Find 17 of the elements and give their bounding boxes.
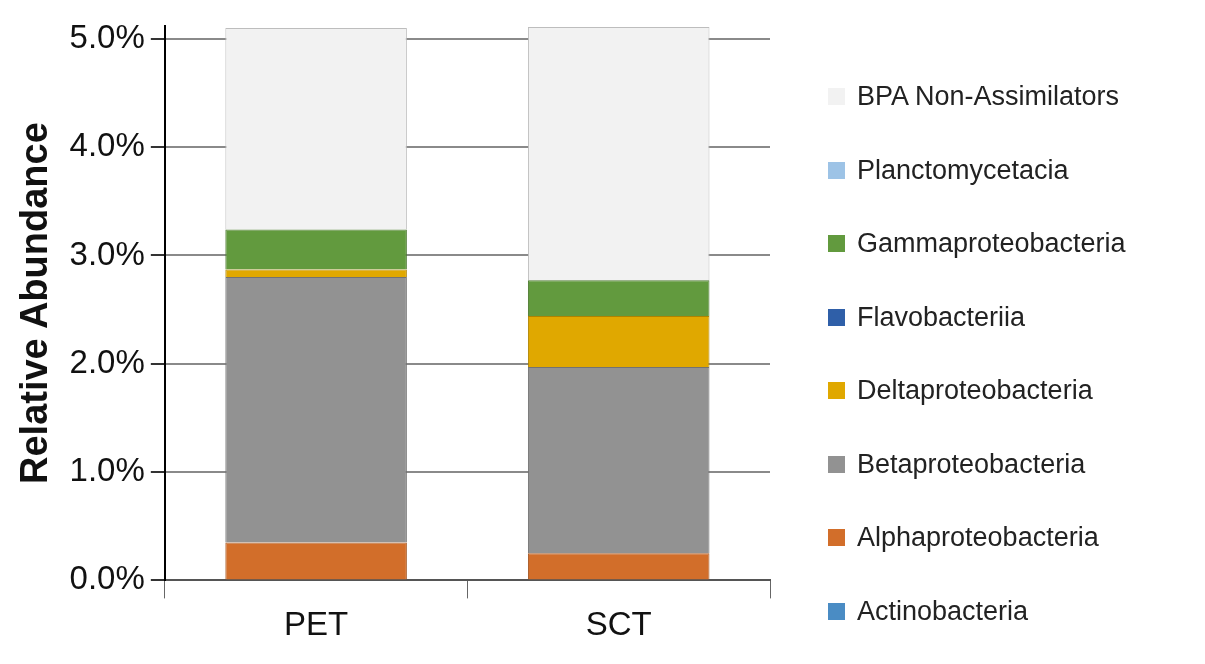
legend-label: Alphaproteobacteria bbox=[857, 522, 1099, 554]
x-tick-label: PET bbox=[284, 605, 349, 643]
y-tick-label: 3.0% bbox=[69, 234, 145, 272]
legend-label: Deltaproteobacteria bbox=[857, 375, 1093, 407]
legend-label: Planctomycetacia bbox=[857, 154, 1069, 186]
x-tick-label: SCT bbox=[585, 605, 652, 643]
legend-label: Actinobacteria bbox=[857, 595, 1029, 627]
y-tick-label: 4.0% bbox=[69, 126, 145, 164]
legend-label: Betaproteobacteria bbox=[857, 448, 1086, 480]
y-tick-label: 0.0% bbox=[69, 559, 145, 597]
legend-label: Flavobacteriia bbox=[857, 301, 1026, 333]
y-tick-label: 2.0% bbox=[69, 342, 145, 380]
y-axis-title: Relative Abundance bbox=[13, 122, 56, 485]
y-tick-label: 5.0% bbox=[69, 17, 145, 55]
y-tick-label: 1.0% bbox=[69, 451, 145, 489]
legend-label: Gammaproteobacteria bbox=[857, 228, 1126, 260]
legend-label: BPA Non-Assimilators bbox=[857, 81, 1120, 113]
